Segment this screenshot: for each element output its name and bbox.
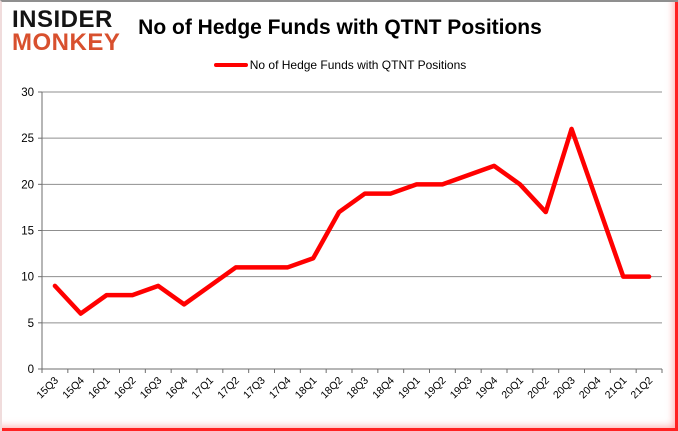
x-axis-label: 19Q3	[448, 375, 475, 402]
x-axis-label: 17Q4	[267, 375, 294, 402]
x-axis-label: 19Q1	[396, 375, 423, 402]
x-axis-label: 20Q3	[551, 375, 578, 402]
y-axis-label: 25	[21, 133, 34, 145]
logo-text-monkey: MONKEY	[12, 28, 121, 56]
x-axis-label: 18Q3	[344, 375, 371, 402]
x-axis-label: 20Q1	[499, 375, 526, 402]
x-axis-label: 21Q1	[603, 375, 630, 402]
x-axis-label: 18Q1	[293, 375, 320, 402]
x-axis-label: 16Q2	[112, 375, 139, 402]
series-line	[52, 126, 652, 316]
x-axis-label: 15Q3	[34, 375, 61, 402]
x-axis-label: 20Q4	[577, 375, 604, 402]
chart-title: No of Hedge Funds with QTNT Positions	[138, 16, 542, 39]
legend-line-marker	[213, 63, 248, 67]
x-axis-label: 21Q2	[629, 375, 656, 402]
y-axis-label: 15	[21, 226, 34, 238]
x-axis-label: 15Q4	[60, 375, 87, 402]
x-axis-label: 18Q4	[370, 375, 397, 402]
chart-legend: No of Hedge Funds with QTNT Positions	[2, 58, 678, 72]
x-axis-label: 16Q1	[86, 375, 113, 402]
y-axis-label: 20	[21, 179, 34, 191]
insider-monkey-logo: INSIDER MONKEY	[12, 6, 121, 56]
x-axis-label: 19Q2	[422, 375, 449, 402]
x-axis-label: 20Q2	[525, 375, 552, 402]
legend-label: No of Hedge Funds with QTNT Positions	[249, 58, 467, 72]
x-axis-label: 17Q2	[215, 375, 242, 402]
logo-text-insider: INSIDER	[12, 6, 113, 33]
x-axis-label: 16Q4	[164, 375, 191, 402]
x-axis-label: 19Q4	[474, 375, 501, 402]
y-axis-label: 0	[28, 364, 34, 376]
y-axis-label: 5	[28, 318, 34, 330]
x-axis-label: 17Q3	[241, 375, 268, 402]
x-axis-label: 17Q1	[189, 375, 216, 402]
y-axis-label: 10	[21, 272, 34, 284]
x-axis-label: 16Q3	[138, 375, 165, 402]
x-axis-label: 18Q2	[319, 375, 346, 402]
y-axis-label: 30	[21, 87, 34, 99]
